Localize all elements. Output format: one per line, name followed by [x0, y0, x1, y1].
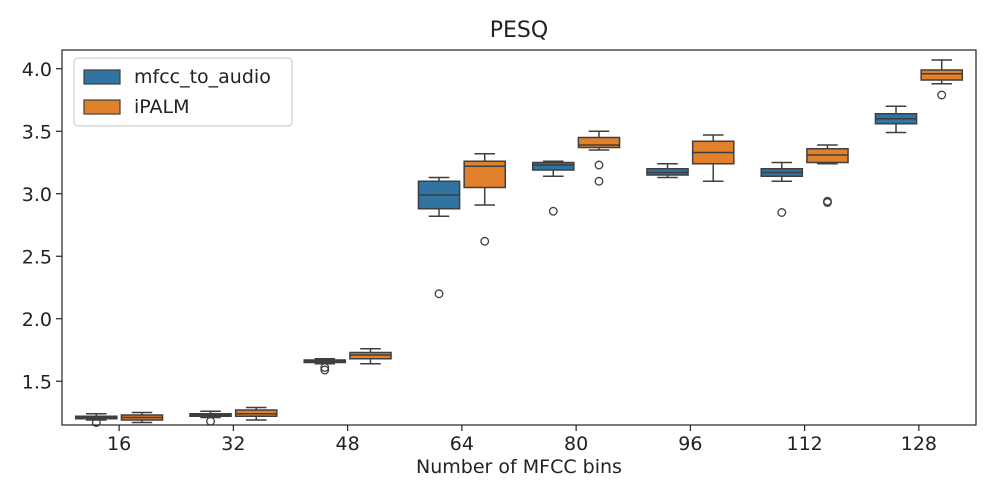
- outlier-point: [320, 363, 330, 372]
- outlier-point: [594, 176, 604, 186]
- y-tick-label: 2.0: [22, 309, 52, 331]
- box-iPALM-32: [234, 406, 278, 421]
- y-tick-label: 1.5: [22, 371, 52, 393]
- outlier-point: [777, 208, 787, 217]
- box-iPALM-64: [463, 153, 507, 246]
- box-mfcc_to_audio-80: [531, 160, 575, 216]
- chart-title: PESQ: [490, 18, 548, 43]
- box-body: [577, 136, 621, 149]
- outlier-point: [823, 196, 832, 206]
- outlier-point: [434, 289, 444, 299]
- x-tick-label: 96: [678, 433, 702, 455]
- legend: mfcc_to_audio iPALM: [73, 57, 293, 127]
- box-iPALM-48: [349, 348, 392, 365]
- outlier-point: [91, 418, 101, 427]
- box-mfcc_to_audio-16: [74, 413, 118, 427]
- box-mfcc_to_audio-128: [874, 105, 918, 134]
- box-iPALM-16: [120, 411, 164, 424]
- x-tick-label: 48: [336, 433, 360, 455]
- box-mfcc_to_audio-64: [417, 176, 461, 299]
- x-tick-label: 32: [221, 433, 245, 455]
- legend-swatch-iPALM: [83, 99, 121, 115]
- outlier-point: [594, 160, 604, 170]
- box-iPALM-112: [806, 144, 849, 207]
- legend-frame: [73, 57, 293, 127]
- y-tick-label: 2.5: [22, 246, 52, 268]
- legend-label-iPALM: iPALM: [134, 96, 190, 118]
- box-body: [920, 69, 964, 81]
- axes: 1.5 2.0 2.5 3.0 3.5 4.0 16 32 48 64 80 96 112 128: [22, 49, 977, 455]
- outlier-point: [320, 365, 330, 375]
- outlier-point: [548, 206, 558, 216]
- y-tick-label: 3.5: [22, 121, 52, 143]
- x-tick-label: 16: [107, 433, 131, 455]
- box-mfcc_to_audio-112: [760, 161, 804, 217]
- box-iPALM-80: [577, 130, 621, 186]
- box-iPALM-128: [920, 59, 964, 100]
- outlier-point: [480, 236, 490, 246]
- box-body: [531, 161, 575, 171]
- y-tick-label: 3.0: [22, 184, 52, 206]
- x-tick-label: 112: [786, 433, 822, 455]
- box-iPALM-96: [691, 134, 735, 182]
- y-tick-label: 4.0: [22, 59, 52, 81]
- legend-swatch-mfcc_to_audio: [83, 69, 121, 85]
- x-axis-label: Number of MFCC bins: [416, 456, 622, 478]
- box-body: [463, 160, 507, 189]
- x-tick-label: 64: [450, 433, 474, 455]
- outlier-point: [937, 90, 947, 100]
- x-tick-label: 80: [564, 433, 588, 455]
- legend-label-mfcc_to_audio: mfcc_to_audio: [134, 66, 271, 88]
- box-mfcc_to_audio-48: [303, 358, 347, 375]
- box-mfcc_to_audio-32: [189, 410, 232, 426]
- x-tick-label: 128: [901, 433, 937, 455]
- box-mfcc_to_audio-96: [646, 163, 689, 179]
- plot-frame: [61, 49, 977, 426]
